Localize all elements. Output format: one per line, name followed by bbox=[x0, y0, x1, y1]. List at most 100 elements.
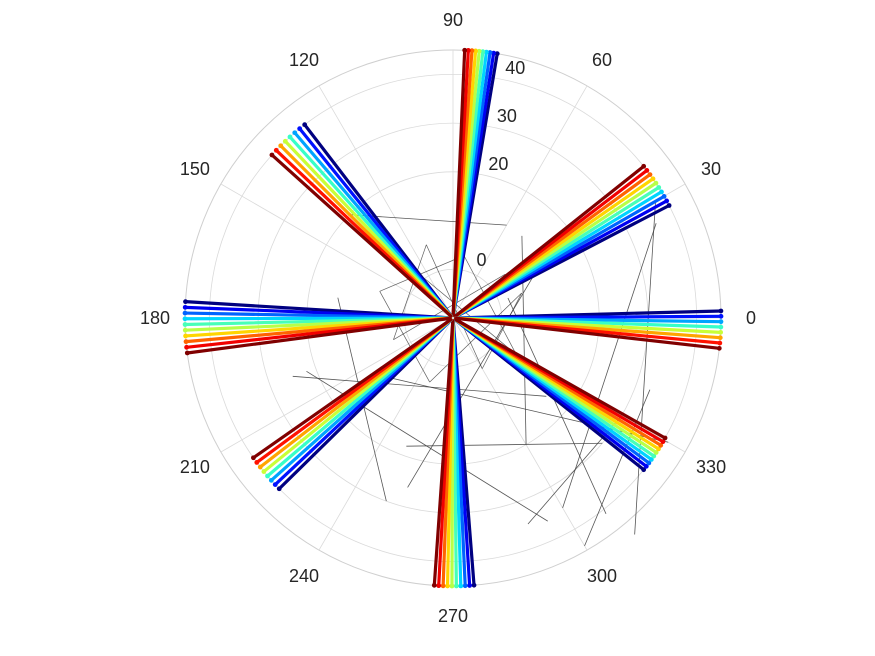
connector-line bbox=[393, 273, 506, 340]
connector-line bbox=[634, 201, 656, 535]
series-marker bbox=[650, 176, 656, 182]
series-marker bbox=[183, 333, 188, 339]
series-marker bbox=[297, 126, 303, 132]
series-marker bbox=[462, 583, 468, 589]
series-line bbox=[185, 316, 452, 355]
series-line bbox=[451, 48, 467, 317]
series-marker bbox=[664, 198, 670, 204]
radius-tick-label: 0 bbox=[476, 250, 486, 270]
series-marker bbox=[718, 329, 724, 335]
axis-labels: 0 30 60 90 120 150 180 210 240 270 300 330 0 20 30 40 bbox=[140, 10, 756, 626]
data-series bbox=[182, 47, 724, 589]
series-marker bbox=[718, 308, 724, 314]
angle-tick-label: 60 bbox=[592, 50, 612, 70]
series-marker bbox=[458, 583, 464, 589]
grid-spoke-120 bbox=[318, 85, 454, 319]
series-marker bbox=[282, 138, 288, 144]
connector-line bbox=[507, 297, 607, 514]
series-marker bbox=[653, 180, 659, 186]
series-line bbox=[251, 318, 453, 460]
angle-tick-label: 240 bbox=[289, 566, 319, 586]
grid-spoke-150 bbox=[220, 183, 454, 319]
series-line bbox=[453, 164, 646, 318]
radius-tick-label: 30 bbox=[497, 106, 517, 126]
series-marker bbox=[644, 168, 650, 173]
series-marker bbox=[273, 147, 279, 153]
series-marker bbox=[718, 319, 724, 325]
series-marker bbox=[276, 486, 282, 492]
series-line bbox=[270, 153, 453, 318]
angle-tick-label: 300 bbox=[587, 566, 617, 586]
series-marker bbox=[661, 193, 667, 199]
series-marker bbox=[716, 345, 722, 351]
angle-tick-label: 270 bbox=[438, 606, 468, 626]
series-marker bbox=[653, 450, 659, 455]
series-marker bbox=[717, 340, 723, 346]
series-marker bbox=[658, 442, 664, 448]
series-marker bbox=[265, 473, 270, 479]
series-marker bbox=[476, 48, 482, 54]
series-marker bbox=[182, 316, 188, 322]
radius-tick-label: 20 bbox=[488, 154, 508, 174]
series-line bbox=[453, 317, 667, 440]
series-marker bbox=[440, 583, 446, 589]
series-marker bbox=[431, 582, 437, 588]
series-marker bbox=[473, 48, 478, 54]
series-marker bbox=[257, 464, 263, 470]
series-marker bbox=[480, 49, 486, 55]
grid-spoke-60 bbox=[452, 85, 588, 319]
series-marker bbox=[666, 203, 672, 208]
series-marker bbox=[467, 583, 473, 588]
series-marker bbox=[469, 48, 475, 54]
series-marker bbox=[462, 47, 468, 53]
series-marker bbox=[183, 339, 189, 345]
angle-tick-label: 120 bbox=[289, 50, 319, 70]
series-marker bbox=[660, 439, 666, 445]
grid-spoke-210 bbox=[220, 317, 454, 453]
series-marker bbox=[718, 324, 724, 330]
series-marker bbox=[453, 583, 459, 589]
series-marker bbox=[471, 582, 477, 588]
connector-line bbox=[463, 255, 517, 355]
series-line bbox=[432, 319, 455, 587]
series-marker bbox=[436, 583, 442, 589]
series-marker bbox=[648, 457, 654, 462]
series-marker bbox=[287, 134, 293, 140]
series-marker bbox=[261, 469, 267, 474]
series-marker bbox=[491, 50, 497, 56]
series-marker bbox=[465, 48, 471, 53]
series-marker bbox=[662, 435, 668, 441]
series-marker bbox=[656, 446, 661, 452]
series-marker bbox=[647, 172, 653, 178]
angle-tick-label: 0 bbox=[746, 308, 756, 328]
series-marker bbox=[278, 143, 284, 149]
connector-line bbox=[406, 442, 603, 447]
connector-line bbox=[584, 389, 651, 547]
series-marker bbox=[651, 453, 657, 459]
angle-tick-label: 210 bbox=[180, 457, 210, 477]
series-marker bbox=[184, 350, 190, 356]
series-marker bbox=[254, 460, 260, 465]
grid-spoke-300 bbox=[452, 317, 588, 551]
series-marker bbox=[182, 310, 188, 316]
connector-line bbox=[481, 292, 522, 369]
angle-tick-label: 90 bbox=[443, 10, 463, 30]
series-marker bbox=[292, 130, 298, 136]
angle-tick-label: 30 bbox=[701, 159, 721, 179]
connector-line bbox=[407, 269, 538, 488]
angle-tick-label: 150 bbox=[180, 159, 210, 179]
series-marker bbox=[494, 51, 500, 57]
series-marker bbox=[656, 185, 662, 190]
angle-tick-label: 180 bbox=[140, 308, 170, 328]
connector-line bbox=[379, 255, 465, 292]
connector-line bbox=[562, 223, 657, 509]
series-marker bbox=[484, 49, 489, 55]
series-marker bbox=[641, 467, 647, 473]
angle-tick-label: 330 bbox=[696, 457, 726, 477]
series-marker bbox=[449, 583, 455, 589]
series-marker bbox=[182, 304, 188, 310]
series-marker bbox=[717, 335, 723, 341]
grid-spoke-240 bbox=[318, 317, 454, 551]
